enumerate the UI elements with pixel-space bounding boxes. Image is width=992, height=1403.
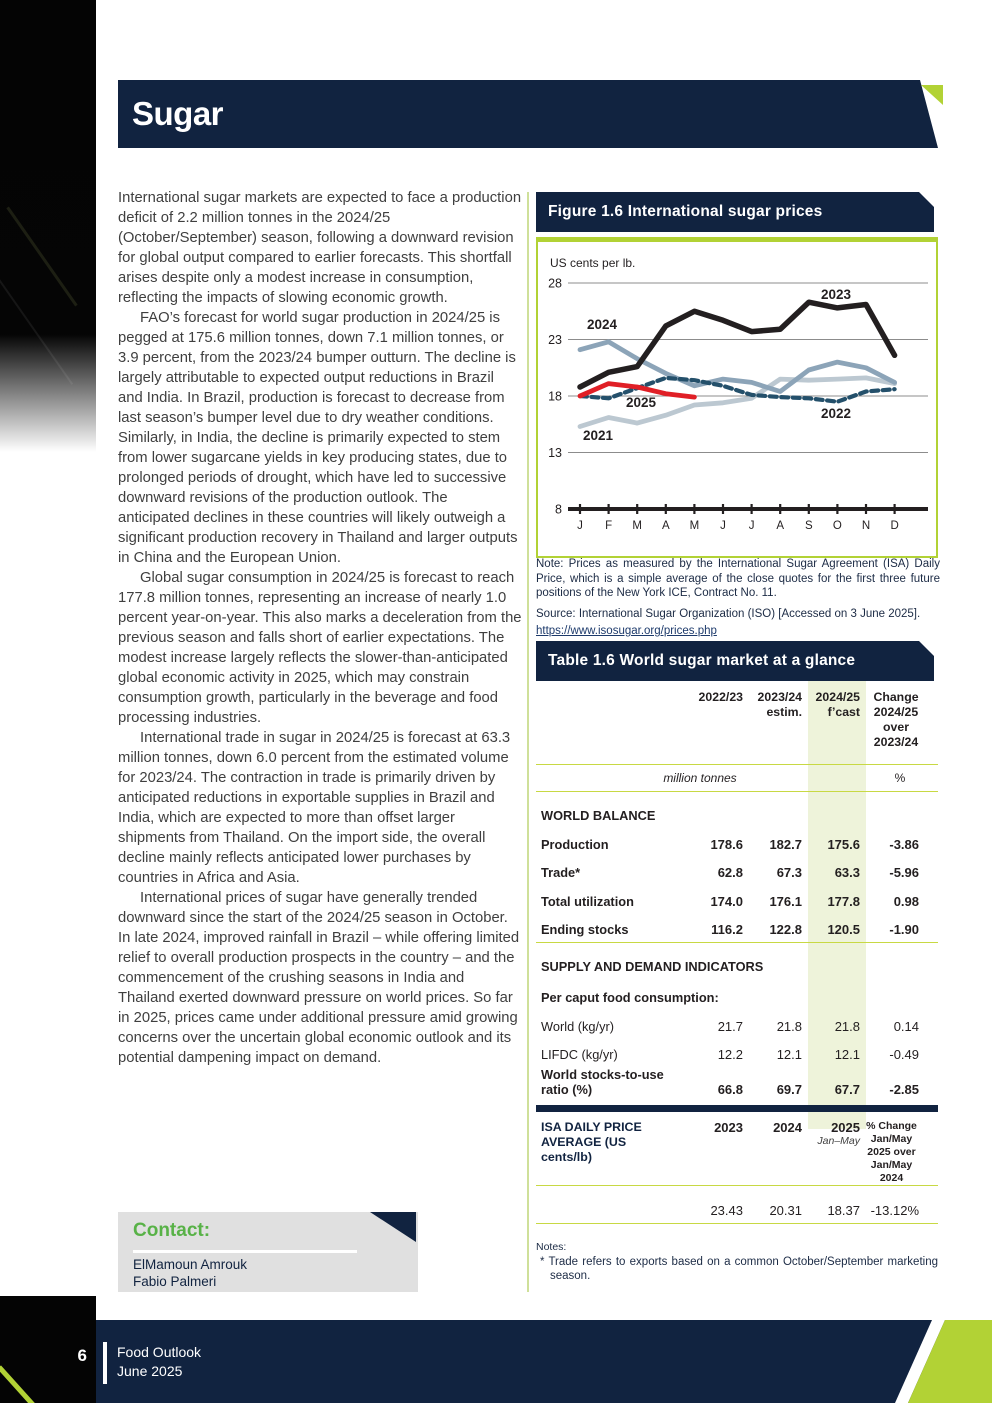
isa-price-header-row: ISA DAILY PRICE AVERAGE (US cents/lb) 20… [536,1112,938,1185]
isa-subperiod: Jan–May [817,1135,860,1147]
paragraph: International trade in sugar in 2024/25 … [118,730,511,886]
paragraph: FAO’s forecast for world sugar productio… [118,310,518,566]
figure-source-link[interactable]: https://www.isosugar.org/prices.php [536,625,717,637]
price-line-2024 [577,339,898,394]
paragraph: International sugar markets are expected… [118,190,522,306]
figure-title: Figure 1.6 International sugar prices [548,203,823,220]
figure-source: Source: International Sugar Organization… [536,607,921,620]
x-axis-month-label: J [720,520,726,532]
table-row-stocks-to-use: World stocks-to-use ratio (%) 66.8 69.7 … [541,1067,919,1097]
y-axis-tick: 13 [548,446,562,460]
contact-corner-triangle [370,1212,416,1242]
table-navy-divider [536,1105,938,1112]
contact-divider [133,1250,357,1253]
sugar-price-line-chart: 28 23 18 13 8 US cents per lb. J F M A M J J A S O N D 202… [548,256,928,532]
isa-col-change: % Change Jan/May 2025 over Jan/May 2024 [866,1120,917,1184]
y-axis-tick: 18 [548,390,562,404]
footer-band: Food Outlook June 2025 [96,1320,992,1403]
table-notes-label: Notes: [536,1241,567,1253]
col-header-change: Change 2024/25 over 2023/24 [873,690,919,749]
col-header-2022-23: 2022/23 [698,690,743,704]
left-black-sidebar [0,0,96,452]
chart-year-label-2023: 2023 [821,287,852,302]
table-row-production: Production 178.6 182.7 175.6 -3.86 [541,836,919,852]
figure-chart-box: 28 23 18 13 8 US cents per lb. J F M A M J J A S O N D 202… [536,237,938,558]
table-spacer [536,1097,938,1105]
figure-notes: Note: Prices as measured by the Internat… [536,557,940,639]
x-axis-month-label: N [862,520,870,532]
table-row-ending-stocks: Ending stocks 116.2 122.8 120.5 -1.90 [536,909,938,943]
section-title-band: Sugar [118,80,938,148]
figure-note: Note: Prices as measured by the Internat… [536,558,940,599]
table-title: Table 1.6 World sugar market at a glance [548,652,856,669]
table-units-row: million tonnes % [536,764,938,792]
section-per-caput: Per caput food consumption: [541,990,719,1005]
chart-year-label-2024: 2024 [587,317,618,332]
price-line-2022 [577,375,897,404]
contact-name: Fabio Palmeri [133,1274,217,1289]
x-axis-month-label: F [605,520,612,532]
section-supply-demand: SUPPLY AND DEMAND INDICATORS [541,959,764,974]
isa-col-2024: 2024 [773,1120,802,1135]
price-line-2023 [577,299,898,390]
table-row-world-kg: World (kg/yr) 21.7 21.8 21.8 0.14 [541,1018,919,1034]
sidebar-decor-streak [0,277,74,385]
footer-divider-bar [103,1342,107,1384]
section-world-balance: WORLD BALANCE [541,808,656,823]
y-axis-tick: 8 [555,503,562,517]
table-note-trade: * Trade refers to exports based on a com… [540,1256,938,1282]
col-header-2024-25: 2024/25 f’cast [815,690,860,719]
article-text: International sugar markets are expected… [118,188,522,1068]
isa-col-2025: 2025 Jan–May [808,1120,864,1147]
x-axis-month-label: J [577,520,583,532]
footer-diagonal-stripe [895,1320,945,1403]
y-axis-tick: 28 [548,277,562,291]
x-axis-month-label: A [776,520,784,532]
chart-year-label-2021: 2021 [583,428,614,443]
table-row-lifdc-kg: LIFDC (kg/yr) 12.2 12.1 12.1 -0.49 [541,1047,919,1062]
y-axis-title: US cents per lb. [550,256,635,270]
unit-percent: % [894,771,906,785]
figure-header: Figure 1.6 International sugar prices [536,192,934,232]
table-notes: Notes: * Trade refers to exports based o… [536,1241,938,1283]
footer-publication: Food Outlook [117,1344,202,1360]
x-axis-month-label: D [890,520,898,532]
x-axis-month-label: A [662,520,670,532]
paragraph: International prices of sugar have gener… [118,890,520,1066]
isa-price-values-row: 23.43 20.31 18.37 -13.12% [536,1185,938,1224]
x-axis-month-label: S [805,520,813,532]
sidebar-decor-streak [6,206,78,307]
col-header-2023-24: 2023/24 estim. [757,690,802,719]
market-table: 2022/23 2023/24 estim. 2024/25 f’cast Ch… [536,681,938,1283]
contact-box: Contact: ElMamoun Amrouk Fabio Palmeri [118,1212,418,1292]
table-header: Table 1.6 World sugar market at a glance [536,641,934,681]
chart-year-label-2022: 2022 [821,406,851,421]
table-row-total-utilization: Total utilization 174.0 176.1 177.8 0.98 [541,893,919,909]
footer-green-shape [908,1320,992,1403]
page-number: 6 [77,1346,87,1365]
table-row-trade: Trade* 62.8 67.3 63.3 -5.96 [541,865,919,880]
forecast-column-highlight [808,681,866,1129]
isa-col-2023: 2023 [714,1120,743,1135]
paragraph: Global sugar consumption in 2024/25 is f… [118,570,522,726]
price-line-2025 [577,381,697,400]
contact-heading: Contact: [133,1220,211,1241]
table-column-headers: 2022/23 2023/24 estim. 2024/25 f’cast Ch… [536,681,938,764]
chart-year-label-2025: 2025 [626,395,657,410]
x-axis-month-label: O [833,520,842,532]
contact-name: ElMamoun Amrouk [133,1257,248,1272]
column-divider-line [527,192,529,1292]
y-axis-tick: 23 [548,333,562,347]
x-axis-month-label: M [632,520,642,532]
x-axis-month-label: J [749,520,755,532]
price-line-2021 [577,375,898,429]
x-axis-month-label: M [690,520,700,532]
isa-label: ISA DAILY PRICE AVERAGE (US cents/lb) [541,1120,642,1164]
page-title: Sugar [132,95,224,132]
unit-million-tonnes: million tonnes [663,771,737,785]
footer-date: June 2025 [117,1363,183,1379]
